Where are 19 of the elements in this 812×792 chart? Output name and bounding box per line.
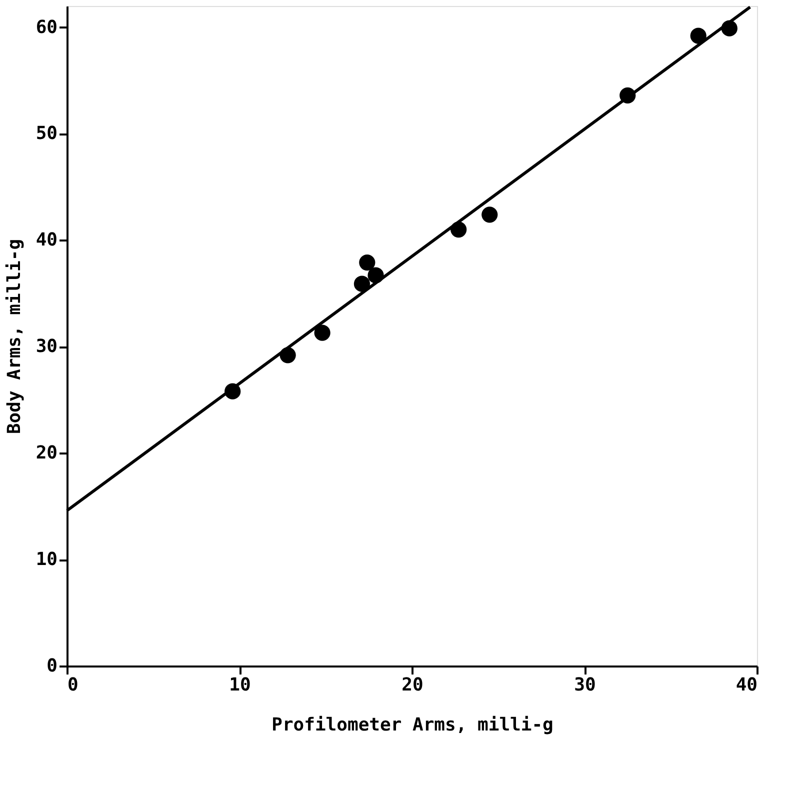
y-tick-label: 60	[36, 16, 58, 38]
point	[359, 254, 376, 271]
x-tick-label: 0	[68, 674, 78, 696]
point	[314, 324, 330, 341]
point	[482, 206, 498, 223]
point	[690, 28, 706, 44]
x-tick-label: 30	[574, 674, 596, 696]
y-axis-title: Body Arms, milli-g	[4, 238, 25, 434]
y-tick-label: 40	[36, 230, 58, 251]
y-tick-label: 30	[36, 336, 58, 358]
x-tick-label: 10	[229, 674, 251, 696]
y-tick-label: 0	[46, 656, 58, 676]
point	[354, 276, 370, 292]
x-tick-label: 20	[402, 674, 424, 696]
x-tick-label: 40	[736, 674, 758, 696]
y-tick-label: 20	[36, 442, 58, 464]
y-tick-label: 10	[36, 549, 58, 570]
x-axis-title: Profilometer Arms, milli-g	[272, 714, 554, 736]
y-tick-label: 50	[36, 123, 58, 144]
